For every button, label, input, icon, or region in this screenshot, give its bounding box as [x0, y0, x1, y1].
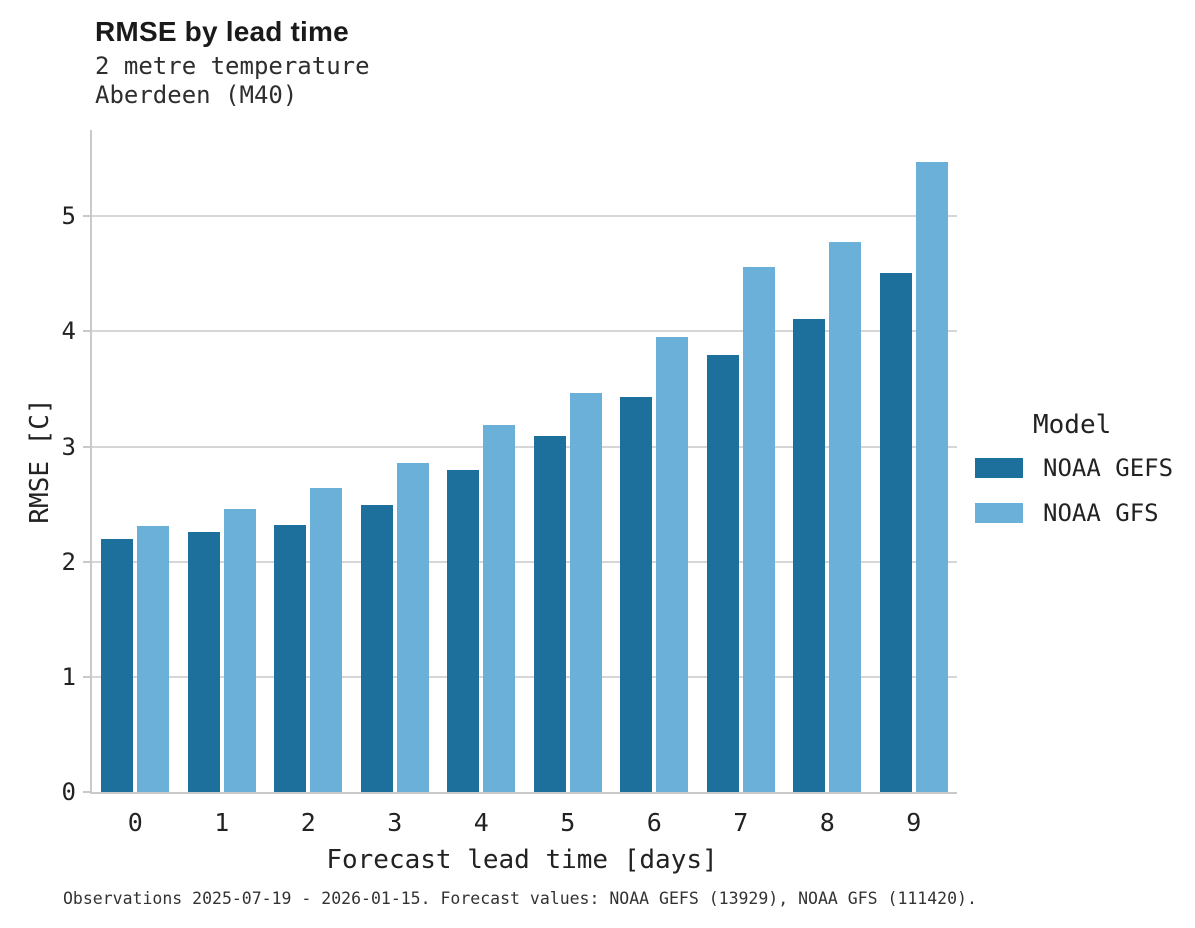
bar-noaa-gfs-lead-6 [656, 337, 689, 792]
x-tick-label-1: 1 [214, 808, 230, 837]
gridline-y-3 [92, 445, 957, 448]
x-tick-label-9: 9 [906, 808, 922, 837]
bar-noaa-gfs-lead-8 [829, 241, 862, 792]
legend-label-noaa-gfs: NOAA GFS [1043, 499, 1159, 527]
legend-swatch-noaa-gefs [975, 458, 1023, 478]
legend-title: Model [1033, 410, 1112, 440]
bar-noaa-gfs-lead-1 [223, 508, 256, 792]
legend-swatch-noaa-gfs [975, 503, 1023, 523]
y-tick-label-1: 1 [61, 662, 76, 691]
x-tick-label-0: 0 [127, 808, 143, 837]
y-tick-mark-0 [83, 791, 90, 793]
bar-noaa-gefs-lead-6 [620, 397, 653, 792]
y-tick-mark-5 [83, 215, 90, 218]
x-tick-label-6: 6 [646, 808, 662, 837]
y-axis-title: RMSE [C] [25, 398, 55, 524]
y-tick-mark-3 [83, 445, 90, 448]
bar-noaa-gfs-lead-7 [742, 267, 775, 792]
legend-label-noaa-gefs: NOAA GEFS [1043, 454, 1174, 482]
y-tick-label-5: 5 [61, 202, 76, 231]
x-tick-label-5: 5 [560, 808, 576, 837]
bar-noaa-gfs-lead-9 [915, 162, 948, 792]
gridline-y-1 [92, 675, 957, 678]
caption: Observations 2025-07-19 - 2026-01-15. Fo… [63, 889, 977, 908]
gridline-y-2 [92, 560, 957, 563]
y-tick-label-4: 4 [61, 317, 76, 346]
bar-noaa-gfs-lead-3 [396, 462, 429, 792]
plot-area: 0 1 2 3 4 5 0 1 2 3 4 5 6 7 8 9 [62, 130, 957, 837]
bar-noaa-gefs-lead-2 [274, 524, 307, 792]
y-tick-mark-2 [83, 560, 90, 563]
x-tick-label-8: 8 [819, 808, 835, 837]
legend-item-noaa-gfs: NOAA GFS [975, 499, 1173, 527]
x-axis-title: Forecast lead time [days] [326, 845, 718, 875]
legend: Model NOAA GEFS NOAA GFS [975, 410, 1173, 544]
y-tick-mark-1 [83, 675, 90, 678]
bar-noaa-gefs-lead-7 [706, 354, 739, 792]
bar-noaa-gefs-lead-1 [187, 531, 220, 792]
x-tick-label-4: 4 [473, 808, 489, 837]
bar-noaa-gefs-lead-8 [793, 318, 826, 792]
bar-noaa-gfs-lead-2 [310, 488, 343, 792]
x-tick-label-3: 3 [387, 808, 403, 837]
y-tick-mark-4 [83, 330, 90, 333]
bar-noaa-gfs-lead-0 [137, 526, 170, 792]
x-tick-label-2: 2 [300, 808, 316, 837]
chart-subtitle-station: Aberdeen (M40) [95, 81, 298, 109]
bar-noaa-gefs-lead-3 [360, 505, 393, 792]
bar-noaa-gefs-lead-0 [101, 538, 134, 792]
y-tick-label-0: 0 [61, 778, 76, 806]
bar-noaa-gfs-lead-5 [569, 392, 602, 792]
chart-subtitle-variable: 2 metre temperature [95, 52, 370, 80]
legend-item-noaa-gefs: NOAA GEFS [975, 454, 1173, 482]
y-tick-label-2: 2 [61, 547, 76, 576]
gridline-y-4 [92, 330, 957, 333]
bar-noaa-gefs-lead-9 [879, 272, 912, 792]
chart-title: RMSE by lead time [95, 16, 349, 47]
bar-noaa-gefs-lead-5 [533, 436, 566, 792]
bar-noaa-gfs-lead-4 [483, 424, 516, 792]
gridline-y-5 [92, 215, 957, 218]
x-tick-label-7: 7 [733, 808, 749, 837]
y-tick-label-3: 3 [61, 432, 76, 461]
bar-noaa-gefs-lead-4 [447, 469, 480, 792]
